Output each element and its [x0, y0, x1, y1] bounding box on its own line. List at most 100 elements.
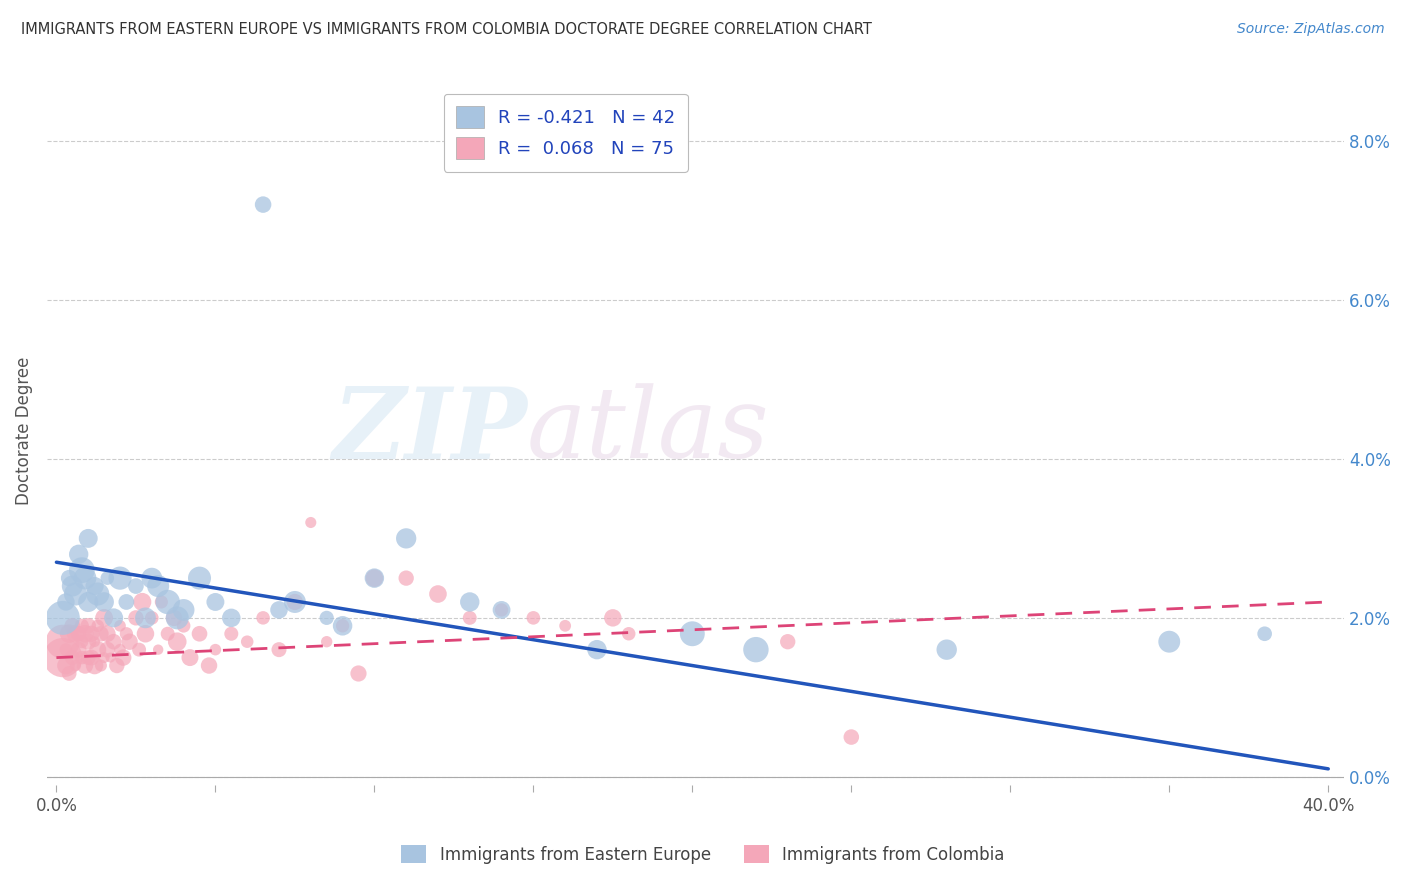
Point — [141, 611, 163, 625]
Point — [60, 619, 83, 633]
Point — [83, 634, 105, 648]
Point — [87, 642, 110, 657]
Point — [65, 658, 87, 673]
Point — [131, 595, 153, 609]
Point — [839, 730, 862, 744]
Point — [395, 571, 418, 585]
Point — [179, 650, 201, 665]
Point — [80, 626, 103, 640]
Point — [90, 658, 112, 673]
Point — [52, 634, 75, 648]
Point — [166, 634, 188, 648]
Point — [491, 603, 513, 617]
Text: atlas: atlas — [527, 384, 769, 479]
Point — [146, 642, 169, 657]
Point — [65, 626, 87, 640]
Point — [617, 626, 640, 640]
Point — [602, 611, 624, 625]
Point — [83, 579, 105, 593]
Point — [745, 642, 768, 657]
Point — [70, 634, 93, 648]
Point — [115, 595, 138, 609]
Point — [77, 532, 100, 546]
Point — [363, 571, 385, 585]
Point — [96, 571, 118, 585]
Point — [166, 611, 188, 625]
Point — [332, 619, 354, 633]
Point — [58, 666, 80, 681]
Point — [204, 642, 226, 657]
Point — [252, 611, 274, 625]
Point — [347, 666, 370, 681]
Point — [395, 532, 418, 546]
Point — [146, 579, 169, 593]
Point — [173, 603, 195, 617]
Point — [522, 611, 544, 625]
Point — [67, 626, 90, 640]
Point — [103, 611, 125, 625]
Point — [93, 595, 115, 609]
Point — [70, 563, 93, 577]
Point — [77, 634, 100, 648]
Point — [935, 642, 957, 657]
Point — [58, 626, 80, 640]
Point — [52, 611, 75, 625]
Point — [73, 571, 96, 585]
Point — [204, 595, 226, 609]
Point — [458, 611, 481, 625]
Point — [299, 516, 322, 530]
Point — [586, 642, 609, 657]
Legend: Immigrants from Eastern Europe, Immigrants from Colombia: Immigrants from Eastern Europe, Immigran… — [395, 838, 1011, 871]
Point — [105, 658, 128, 673]
Point — [87, 587, 110, 601]
Point — [55, 642, 77, 657]
Point — [156, 626, 179, 640]
Point — [284, 595, 307, 609]
Point — [267, 603, 290, 617]
Point — [315, 611, 337, 625]
Point — [267, 642, 290, 657]
Point — [108, 619, 131, 633]
Point — [458, 595, 481, 609]
Point — [554, 619, 576, 633]
Point — [332, 619, 354, 633]
Point — [128, 642, 150, 657]
Point — [188, 571, 211, 585]
Point — [1253, 626, 1275, 640]
Point — [125, 611, 148, 625]
Point — [93, 611, 115, 625]
Point — [188, 626, 211, 640]
Point — [112, 650, 135, 665]
Point — [315, 634, 337, 648]
Point — [90, 626, 112, 640]
Point — [150, 595, 173, 609]
Point — [87, 619, 110, 633]
Legend: R = -0.421   N = 42, R =  0.068   N = 75: R = -0.421 N = 42, R = 0.068 N = 75 — [444, 94, 688, 172]
Point — [221, 626, 243, 640]
Point — [125, 579, 148, 593]
Point — [70, 650, 93, 665]
Point — [80, 650, 103, 665]
Point — [83, 658, 105, 673]
Point — [173, 619, 195, 633]
Point — [77, 619, 100, 633]
Point — [77, 650, 100, 665]
Point — [60, 579, 83, 593]
Text: IMMIGRANTS FROM EASTERN EUROPE VS IMMIGRANTS FROM COLOMBIA DOCTORATE DEGREE CORR: IMMIGRANTS FROM EASTERN EUROPE VS IMMIGR… — [21, 22, 872, 37]
Point — [65, 587, 87, 601]
Point — [67, 642, 90, 657]
Point — [73, 658, 96, 673]
Point — [163, 611, 186, 625]
Point — [108, 642, 131, 657]
Point — [284, 595, 307, 609]
Point — [236, 634, 259, 648]
Point — [491, 603, 513, 617]
Point — [141, 571, 163, 585]
Point — [58, 571, 80, 585]
Point — [221, 611, 243, 625]
Point — [55, 595, 77, 609]
Point — [108, 571, 131, 585]
Point — [77, 595, 100, 609]
Point — [93, 650, 115, 665]
Point — [134, 626, 156, 640]
